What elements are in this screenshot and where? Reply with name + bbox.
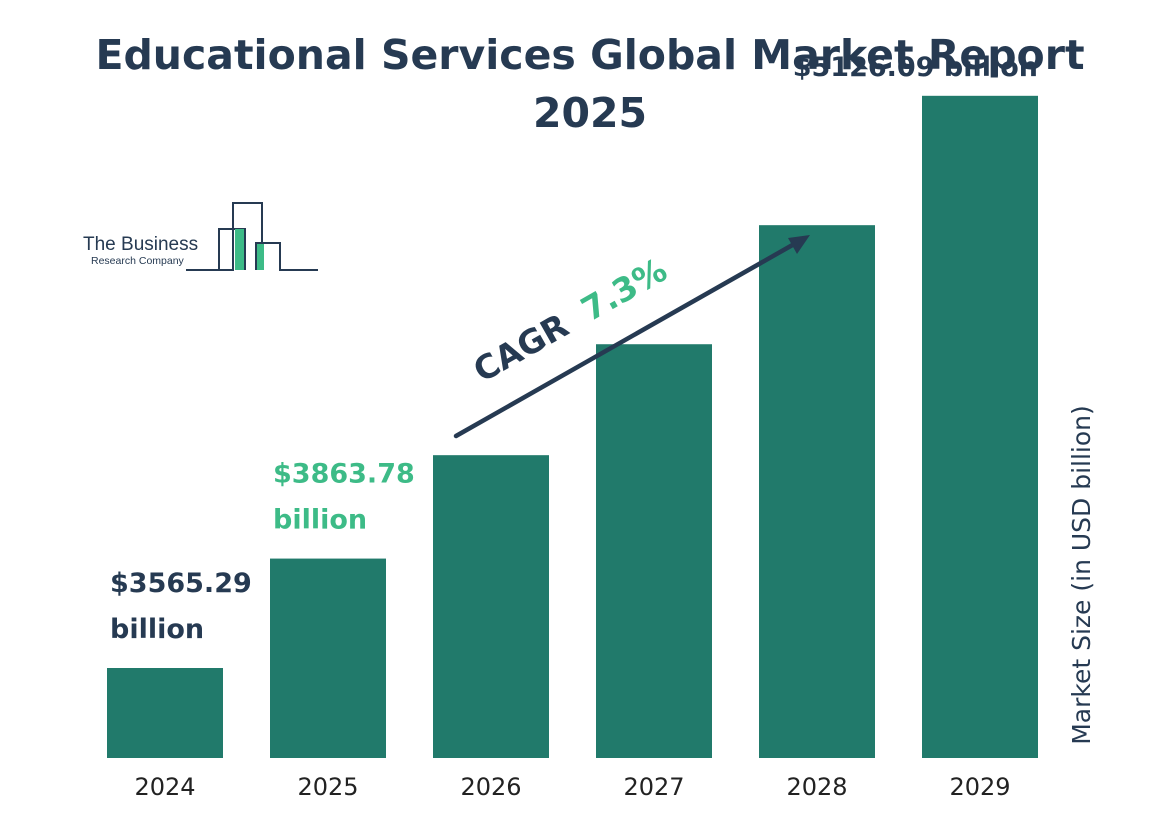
x-tick-label-2028: 2028 bbox=[786, 773, 847, 801]
bar-2024 bbox=[107, 668, 223, 758]
data-label-line: billion bbox=[273, 505, 367, 536]
data-label-2025: $3863.78 billion bbox=[273, 459, 415, 536]
company-logo: The Business Research Company bbox=[83, 202, 318, 271]
x-tick-label-2026: 2026 bbox=[460, 773, 521, 801]
bars-layer bbox=[107, 95, 1038, 759]
chart-title-line-1: Educational Services Global Market Repor… bbox=[95, 31, 1085, 79]
cagr-value: 7.3% bbox=[574, 250, 673, 329]
data-labels: $3565.29 billion $3863.78 billion $5126.09 b… bbox=[110, 52, 1038, 645]
cagr-arrow-line bbox=[453, 240, 799, 439]
bar-2029 bbox=[922, 95, 1038, 758]
chart-title: Educational Services Global Market Repor… bbox=[0, 26, 1165, 142]
data-label-line: billion bbox=[110, 614, 204, 645]
data-label-line: $3863.78 bbox=[273, 459, 415, 490]
x-tick-label-2025: 2025 bbox=[297, 773, 358, 801]
y-axis-label: Market Size (in USD billion) bbox=[1067, 405, 1096, 745]
logo-name-line-2: Research Company bbox=[91, 255, 185, 267]
cagr-arrow-head bbox=[788, 235, 810, 254]
bar-2028 bbox=[759, 225, 875, 759]
building-chart-icon bbox=[186, 202, 318, 271]
x-tick-label-2024: 2024 bbox=[134, 773, 195, 801]
data-label-2024: $3565.29 billion bbox=[110, 568, 252, 645]
data-label-line: $3565.29 bbox=[110, 568, 252, 599]
x-tick-label-2027: 2027 bbox=[623, 773, 684, 801]
bar-2026 bbox=[433, 455, 549, 758]
chart-title-line-2: 2025 bbox=[532, 89, 648, 137]
data-label-2029: $5126.09 billion bbox=[793, 52, 1038, 83]
bar-2027 bbox=[596, 344, 712, 758]
bar-2025 bbox=[270, 558, 386, 758]
data-label-line: $5126.09 billion bbox=[793, 52, 1038, 83]
x-tick-label-2029: 2029 bbox=[949, 773, 1010, 801]
x-tick-labels: 2024 2025 2026 2027 2028 2029 bbox=[134, 773, 1010, 801]
logo-name-line-1: The Business bbox=[83, 234, 198, 255]
